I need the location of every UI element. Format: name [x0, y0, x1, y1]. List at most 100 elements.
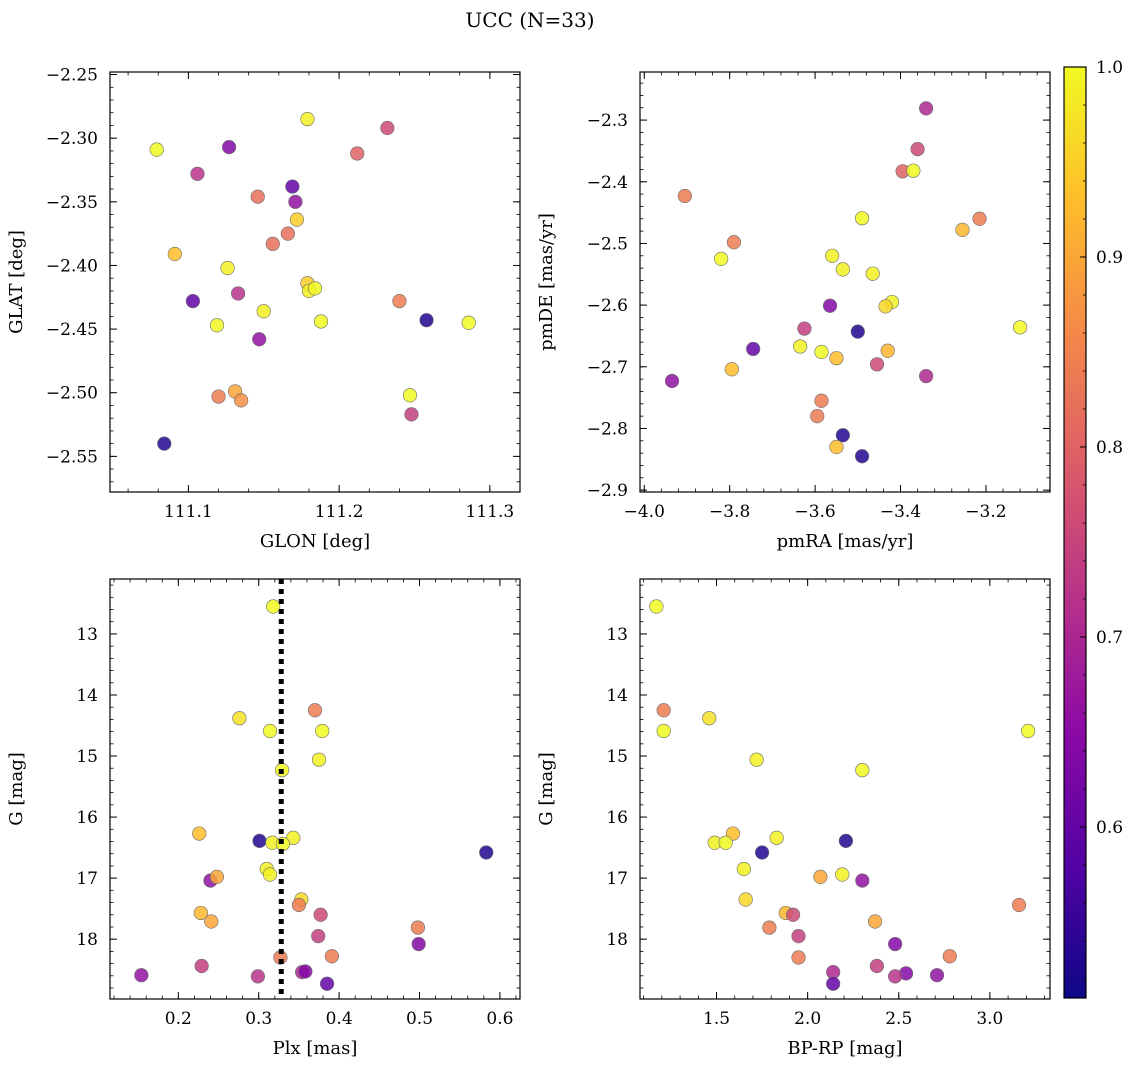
data-point [762, 920, 777, 935]
axes-frame [109, 578, 521, 1000]
data-point [288, 194, 303, 209]
x-axis-label: BP-RP [mag] [787, 1038, 902, 1059]
data-point [190, 166, 205, 181]
data-point [194, 958, 209, 974]
data-point [838, 833, 854, 848]
x-tick-label: 2.5 [885, 1009, 912, 1029]
data-point [880, 343, 895, 358]
data-point [829, 439, 844, 455]
data-point [810, 409, 825, 424]
data-point [192, 826, 207, 841]
axes-frame [639, 578, 1051, 1000]
data-point [919, 368, 934, 384]
data-point [380, 120, 395, 136]
x-tick-label: 0.5 [406, 1009, 433, 1029]
y-tick-label: 18 [76, 930, 98, 950]
y-tick-label: 17 [606, 869, 628, 889]
data-point [972, 211, 987, 226]
data-point [285, 179, 300, 194]
x-tick-label: 0.3 [245, 1009, 272, 1029]
data-point [479, 845, 494, 860]
y-axis-label: G [mag] [536, 752, 557, 825]
points-group [664, 101, 1028, 464]
points-group [134, 599, 494, 991]
data-point [250, 189, 265, 204]
data-point [835, 428, 850, 443]
x-tick-label: 111.3 [466, 502, 515, 522]
x-axis-label: GLON [deg] [260, 531, 370, 552]
data-point [262, 867, 278, 882]
data-point [738, 892, 753, 907]
data-point [256, 304, 271, 319]
data-point [411, 936, 426, 952]
colorbar-tick-label: 0.9 [1096, 248, 1123, 268]
y-tick-label: 16 [606, 808, 628, 828]
y-tick-label: −2.25 [46, 66, 98, 86]
data-point [791, 950, 806, 965]
x-tick-label: −3.4 [880, 502, 921, 522]
y-tick-label: 15 [606, 747, 628, 767]
data-point [402, 388, 418, 403]
data-point [910, 141, 925, 157]
scatter-panel-1: 111.1 111.2 111.3 −2.25 −2.30 −2.35 −2.40 −2.45… [6, 66, 521, 552]
data-point [826, 976, 841, 991]
y-tick-label: −2.8 [587, 419, 628, 439]
data-point [419, 313, 434, 328]
x-tick-label: −4.0 [624, 502, 665, 522]
data-point [649, 599, 664, 614]
x-tick-label: −3.8 [709, 502, 750, 522]
y-tick-label: −2.6 [587, 296, 628, 316]
colorbar: 0.6 0.7 0.8 0.9 1.0 [1063, 58, 1123, 999]
data-point [829, 351, 844, 366]
x-tick-label: 111.1 [164, 502, 213, 522]
x-tick-label: 1.5 [703, 1009, 730, 1029]
scatter-panel-3: 0.2 0.3 0.4 0.5 0.6 13 14 15 16 17 18 Plx [mas] G [m… [6, 578, 521, 1059]
data-point [313, 907, 328, 922]
data-point [252, 332, 267, 347]
data-point [204, 914, 219, 929]
data-point [300, 111, 315, 127]
data-point [769, 830, 784, 845]
y-tick-label: 14 [76, 686, 98, 706]
data-point [1021, 723, 1036, 739]
data-point [855, 762, 870, 778]
x-tick-label: 0.2 [165, 1009, 192, 1029]
data-point [656, 723, 671, 739]
y-tick-label: −2.9 [587, 481, 628, 501]
y-tick-label: −2.35 [46, 193, 98, 213]
data-point [850, 324, 865, 339]
y-tick-label: −2.45 [46, 320, 98, 340]
y-tick-label: −2.5 [587, 234, 628, 254]
data-point [319, 976, 335, 991]
data-point [906, 163, 921, 178]
points-group [149, 111, 476, 451]
data-point [835, 867, 850, 882]
colorbar-tick-label: 0.7 [1096, 628, 1123, 648]
data-point [262, 723, 278, 739]
data-point [878, 299, 893, 314]
data-point [265, 236, 280, 251]
data-point [825, 248, 840, 263]
data-point [791, 929, 806, 944]
data-point [797, 321, 812, 336]
colorbar-gradient [1063, 66, 1087, 999]
data-point [724, 362, 739, 377]
data-point [1011, 897, 1027, 913]
data-point [919, 101, 934, 116]
data-point [209, 869, 225, 885]
data-point [311, 929, 326, 944]
data-point [726, 235, 742, 250]
x-tick-label: 2.0 [794, 1009, 821, 1029]
y-axis-label: GLAT [deg] [6, 230, 27, 334]
data-point [854, 449, 870, 464]
data-point [888, 969, 903, 984]
data-point [234, 393, 249, 408]
data-point [185, 293, 200, 309]
data-point [291, 897, 307, 913]
y-tick-label: −2.3 [587, 111, 628, 131]
data-point [211, 389, 226, 404]
data-point [231, 286, 246, 301]
data-point [955, 222, 970, 237]
y-tick-label: −2.30 [46, 129, 98, 149]
data-point [814, 393, 829, 408]
